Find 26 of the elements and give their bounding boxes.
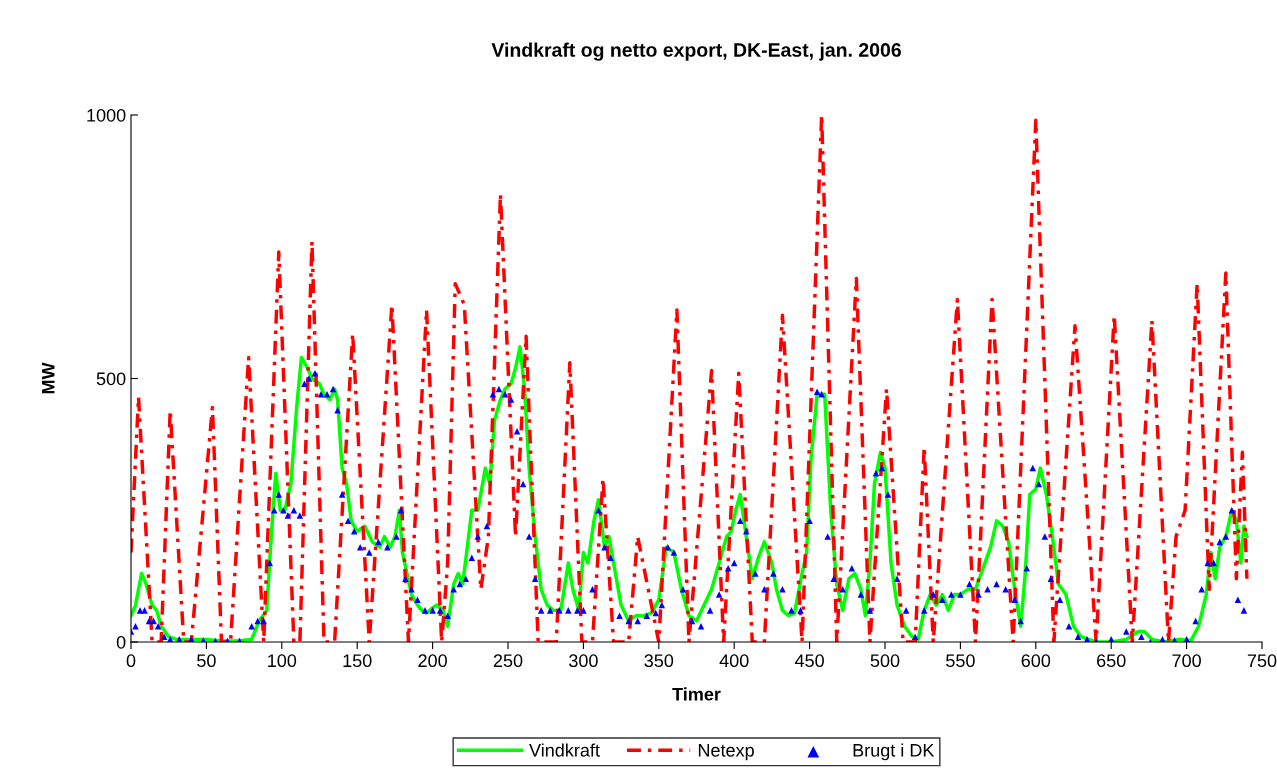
x-tick-label: 300: [569, 654, 598, 668]
x-tick-label: 650: [1097, 654, 1126, 668]
x-tick-label: 350: [644, 654, 674, 668]
x-tick-label: 200: [418, 654, 447, 668]
y-tick-label: 500: [96, 372, 126, 386]
x-tick-label: 0: [126, 654, 136, 668]
x-tick-label: 550: [946, 654, 975, 668]
x-tick-label: 50: [197, 654, 216, 668]
line-series: [131, 115, 1249, 642]
y-tick-label: 1000: [87, 108, 126, 122]
legend-label: Netexp: [698, 744, 754, 761]
x-tick-label: 150: [343, 654, 372, 668]
y-tick-label: 0: [116, 635, 126, 649]
y-axis-title: MW: [42, 362, 55, 394]
legend-label: Brugt i DK: [853, 743, 935, 761]
x-tick-label: 600: [1021, 654, 1051, 668]
x-tick-label: 250: [493, 654, 523, 668]
x-tick-label: 700: [1172, 654, 1201, 668]
chart-title: Vindkraft og netto export, DK-East, jan. 2006: [491, 42, 901, 61]
legend-label: Vindkraft: [529, 743, 600, 757]
x-tick-label: 100: [268, 654, 297, 668]
x-tick-label: 450: [794, 654, 824, 668]
x-axis-title: Timer: [672, 687, 721, 701]
x-tick-label: 400: [719, 654, 749, 668]
x-tick-label: 500: [870, 654, 900, 668]
x-tick-label: 750: [1247, 654, 1277, 668]
